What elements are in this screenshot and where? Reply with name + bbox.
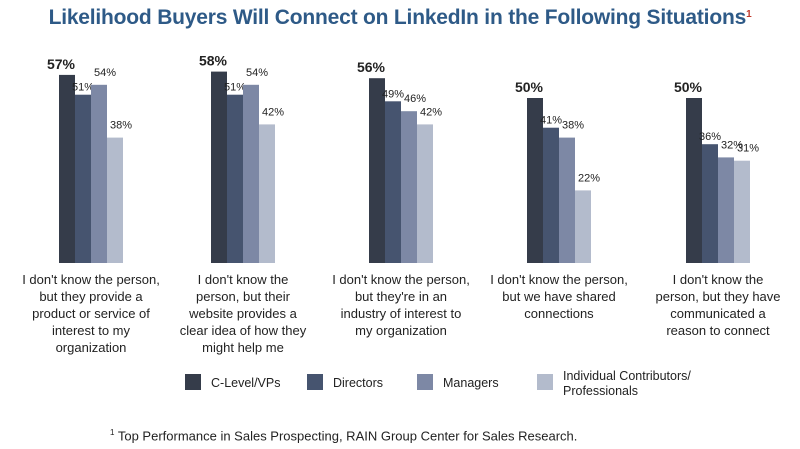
bar-1-2 xyxy=(75,94,91,263)
category-label-2: clear idea of how they xyxy=(180,323,307,338)
data-label-3-3: 46% xyxy=(404,93,426,105)
bar-5-1 xyxy=(686,98,702,263)
data-label-5-3: 32% xyxy=(721,139,743,151)
bar-1-3 xyxy=(91,84,107,263)
category-label-5: communicated a xyxy=(670,306,766,321)
legend-swatch-3 xyxy=(417,374,433,390)
data-label-2-1: 58% xyxy=(199,53,228,69)
bar-2-4 xyxy=(259,124,275,264)
category-label-4: but we have shared xyxy=(502,289,615,304)
data-label-5-2: 36% xyxy=(699,131,721,143)
category-label-4: connections xyxy=(524,306,594,321)
category-label-3: industry of interest to xyxy=(341,306,462,321)
chart-title: Likelihood Buyers Will Connect on Linked… xyxy=(0,6,800,30)
data-label-4-3: 38% xyxy=(562,120,584,132)
data-label-2-3: 54% xyxy=(246,67,268,79)
data-label-1-2: 51% xyxy=(72,82,94,94)
data-label-2-2: 51% xyxy=(224,82,246,94)
legend-label-4-line2: Professionals xyxy=(563,384,638,398)
category-label-2: I don't know the xyxy=(198,272,289,287)
category-label-1: organization xyxy=(56,340,127,355)
chart-title-text: Likelihood Buyers Will Connect on Linked… xyxy=(48,6,747,29)
legend-swatch-4 xyxy=(537,374,553,390)
bar-4-1 xyxy=(527,98,543,263)
category-label-3: but they're in an xyxy=(355,289,447,304)
category-label-1: interest to my xyxy=(52,323,131,338)
data-label-1-3: 54% xyxy=(94,67,116,79)
category-label-5: I don't know the xyxy=(673,272,764,287)
footnote-text: Top Performance in Sales Prospecting, RA… xyxy=(117,428,578,444)
data-label-5-1: 50% xyxy=(674,79,703,95)
data-label-1-4: 38% xyxy=(110,120,132,132)
data-label-4-2: 41% xyxy=(540,115,562,127)
legend-label-1: C-Level/VPs xyxy=(211,376,280,390)
category-label-2: person, but their xyxy=(196,289,291,304)
data-label-3-1: 56% xyxy=(357,59,386,75)
bar-4-2 xyxy=(543,127,559,263)
bar-3-4 xyxy=(417,124,433,264)
bar-4-4 xyxy=(575,190,591,263)
title-footnote-marker: 1 xyxy=(746,9,752,20)
data-label-5-4: 31% xyxy=(737,143,759,155)
bar-5-3 xyxy=(718,157,734,263)
category-label-4: I don't know the person, xyxy=(490,272,628,287)
category-label-3: my organization xyxy=(355,323,447,338)
bar-3-3 xyxy=(401,111,417,263)
legend-label-4: Individual Contributors/ xyxy=(563,369,691,383)
bar-1-4 xyxy=(107,137,123,263)
category-label-1: but they provide a xyxy=(39,289,143,304)
category-label-2: might help me xyxy=(202,340,284,355)
bar-5-2 xyxy=(702,144,718,263)
category-label-1: I don't know the person, xyxy=(22,272,160,287)
bar-2-1 xyxy=(211,71,227,263)
category-label-1: product or service of xyxy=(32,306,150,321)
legend-label-3: Managers xyxy=(443,376,499,390)
legend-swatch-1 xyxy=(185,374,201,390)
bar-3-1 xyxy=(369,78,385,263)
footnote: 1 Top Performance in Sales Prospecting, … xyxy=(110,428,577,443)
footnote-marker: 1 xyxy=(110,428,115,437)
data-label-1-1: 57% xyxy=(47,56,76,72)
data-label-2-4: 42% xyxy=(262,106,284,118)
legend-swatch-2 xyxy=(307,374,323,390)
data-label-4-1: 50% xyxy=(515,79,544,95)
legend-label-2: Directors xyxy=(333,376,383,390)
category-label-5: reason to connect xyxy=(666,323,770,338)
bar-4-3 xyxy=(559,137,575,263)
bar-5-4 xyxy=(734,160,750,263)
data-label-3-2: 49% xyxy=(382,88,404,100)
category-label-5: person, but they have xyxy=(655,289,780,304)
bar-3-2 xyxy=(385,101,401,263)
data-label-3-4: 42% xyxy=(420,106,442,118)
bar-2-3 xyxy=(243,84,259,263)
bar-2-2 xyxy=(227,94,243,263)
category-label-3: I don't know the person, xyxy=(332,272,470,287)
category-label-2: website provides a xyxy=(188,306,297,321)
data-label-4-4: 22% xyxy=(578,172,600,184)
bar-1-1 xyxy=(59,74,75,264)
